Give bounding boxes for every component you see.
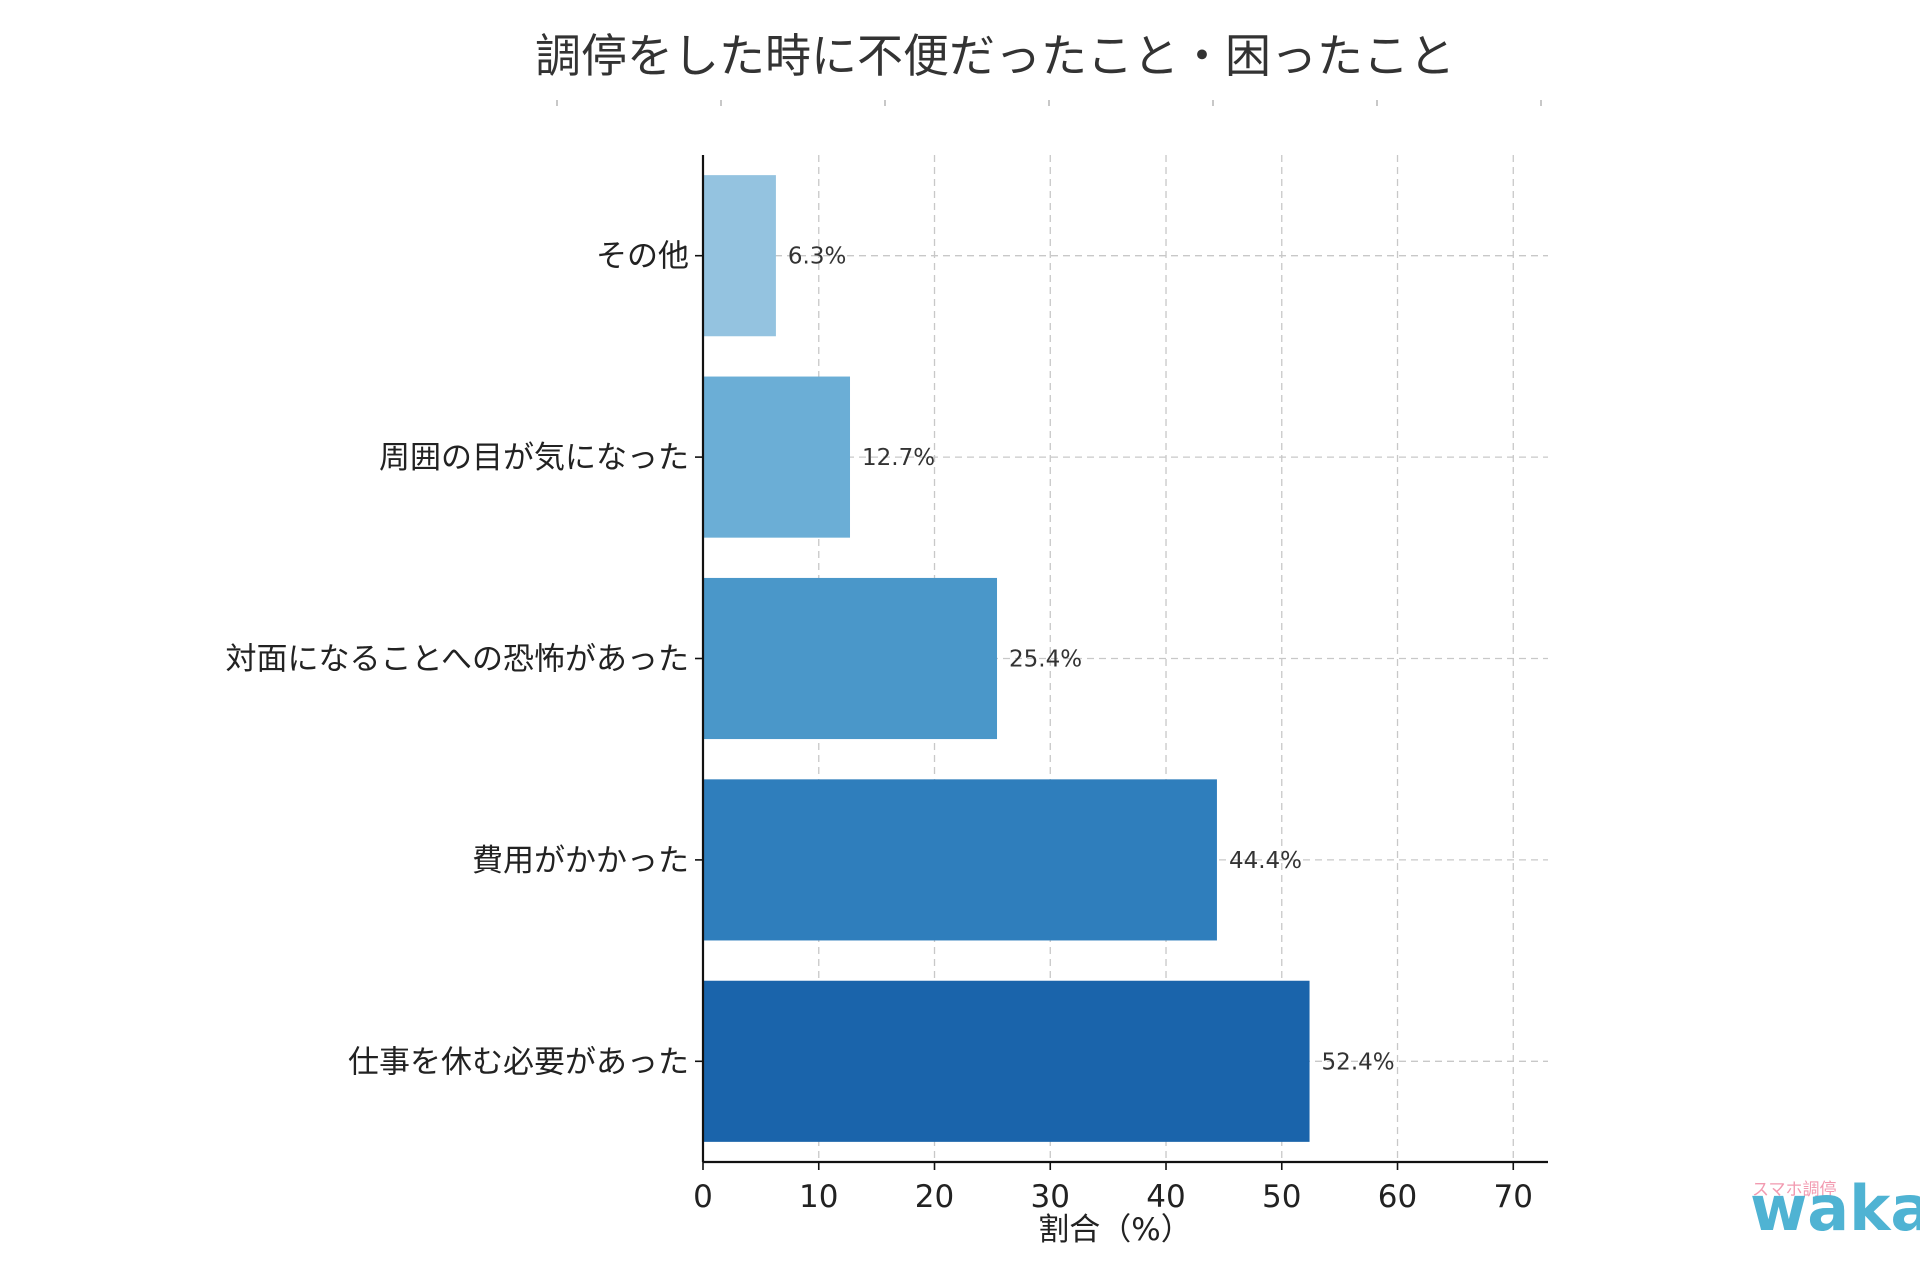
x-tick-label-10: 10 — [799, 1179, 838, 1215]
x-tick-label-20: 20 — [915, 1179, 954, 1215]
category-label-4: 仕事を休む必要があった — [348, 1044, 689, 1080]
logo-sub-text: スマホ調停 — [1752, 1180, 1837, 1200]
labels: 0 10 20 30 40 50 60 70 その他 6.3% 周囲の目が気になった 12.7% 対面に… — [226, 239, 1533, 1215]
x-tick-label-70: 70 — [1494, 1179, 1533, 1215]
x-tick-label-40: 40 — [1146, 1179, 1185, 1215]
top-dot-5 — [1376, 100, 1378, 106]
top-dot-2 — [884, 100, 886, 106]
category-label-2: 対面になることへの恐怖があった — [226, 642, 689, 678]
category-label-0: その他 — [596, 239, 689, 275]
axes — [695, 155, 1548, 1170]
bar-4 — [703, 980, 1310, 1142]
bars — [703, 175, 1310, 1142]
wakai-logo: スマホ調停 wakai — [1750, 1172, 1920, 1245]
category-label-3: 費用がかかった — [472, 843, 689, 879]
bar-0 — [703, 175, 776, 337]
category-label-1: 周囲の目が気になった — [379, 440, 689, 476]
data-label-2: 25.4% — [1009, 647, 1082, 673]
data-label-4: 52.4% — [1322, 1049, 1395, 1075]
top-dot-row — [556, 100, 1542, 106]
top-dot-1 — [720, 100, 722, 106]
data-label-1: 12.7% — [862, 445, 935, 471]
bar-2 — [703, 577, 998, 740]
bar-1 — [703, 376, 851, 538]
chart-title: 調停をした時に不便だったこと・困ったこと — [535, 29, 1455, 83]
data-label-0: 6.3% — [788, 244, 846, 270]
x-axis-title: 割合（%） — [1038, 1212, 1191, 1248]
data-label-3: 44.4% — [1229, 848, 1302, 874]
top-dot-6 — [1540, 100, 1542, 106]
top-dot-4 — [1212, 100, 1214, 106]
top-dot-3 — [1048, 100, 1050, 106]
x-tick-label-30: 30 — [1031, 1179, 1070, 1215]
top-dot-0 — [556, 100, 558, 106]
bar-3 — [703, 779, 1217, 941]
logo-main-text: wakai — [1750, 1172, 1920, 1245]
x-tick-label-0: 0 — [693, 1179, 713, 1215]
x-tick-label-50: 50 — [1262, 1179, 1301, 1215]
x-tick-label-60: 60 — [1378, 1179, 1417, 1215]
